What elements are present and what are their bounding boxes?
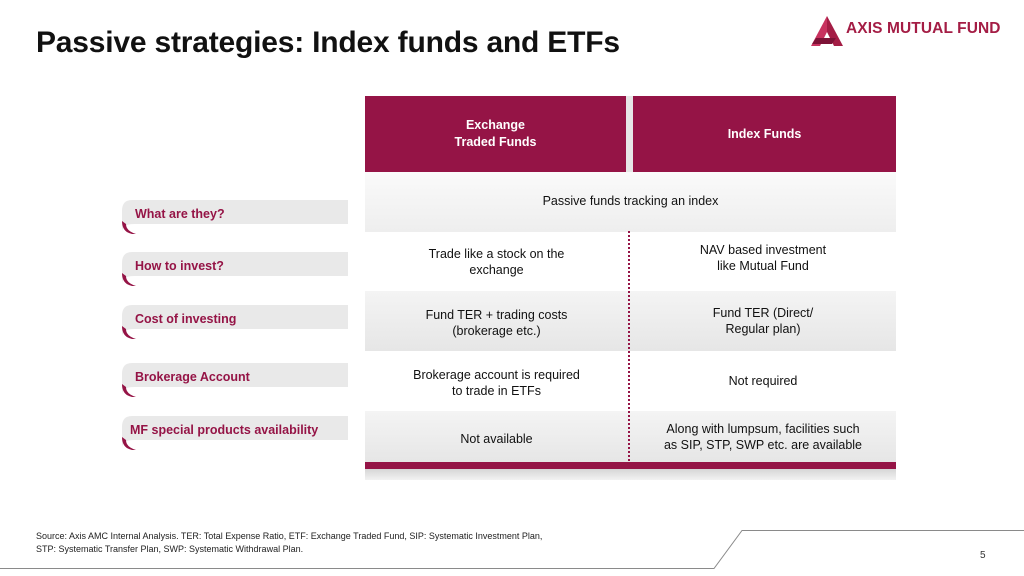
cell-line: Not required bbox=[728, 374, 798, 388]
comparison-table: Exchange Traded Funds Index Funds Passiv… bbox=[365, 96, 896, 480]
table-row-mf-special-products: Not available Along with lumpsum, facili… bbox=[365, 411, 896, 462]
table-bottom-shadow bbox=[365, 469, 896, 480]
page-number: 5 bbox=[980, 550, 986, 561]
row-label-text: What are they? bbox=[135, 207, 225, 221]
etf-cell: Fund TER + trading costs (brokerage etc.) bbox=[365, 291, 628, 351]
etf-cell: Brokerage account is required to trade in… bbox=[365, 351, 628, 411]
row-label-text: Cost of investing bbox=[135, 312, 237, 326]
footer-divider bbox=[0, 530, 1024, 569]
row-label-text: MF special products availability bbox=[130, 423, 319, 437]
cell-line: Regular plan) bbox=[725, 322, 801, 336]
header-etf-line1: Exchange bbox=[465, 118, 526, 132]
brand-logo: AXIS MUTUAL FUND bbox=[810, 14, 1010, 50]
axis-logo-icon bbox=[811, 16, 843, 46]
table-row-how-to-invest: Trade like a stock on the exchange NAV ba… bbox=[365, 232, 896, 291]
cell-line: Not available bbox=[460, 431, 533, 446]
cell-line: exchange bbox=[469, 262, 524, 277]
index-cell: Not required bbox=[630, 351, 896, 411]
index-cell: Along with lumpsum, facilities such as SI… bbox=[630, 411, 896, 462]
cell-line: to trade in ETFs bbox=[452, 384, 541, 398]
header-index-funds: Index Funds bbox=[633, 96, 896, 172]
header-etf: Exchange Traded Funds bbox=[365, 96, 626, 172]
merged-cell: Passive funds tracking an index bbox=[542, 194, 719, 208]
source-line: Source: Axis AMC Internal Analysis. TER:… bbox=[36, 531, 543, 541]
brand-name: AXIS MUTUAL FUND bbox=[846, 20, 1001, 37]
cell-line: as SIP, STP, SWP etc. are available bbox=[663, 437, 863, 452]
header-gap bbox=[626, 96, 633, 172]
cell-line: NAV based investment bbox=[699, 243, 827, 257]
row-label-brokerage-account: Brokerage Account bbox=[122, 362, 348, 397]
cell-line: Fund TER (Direct/ bbox=[712, 306, 814, 320]
row-label-what-are-they: What are they? bbox=[122, 199, 348, 234]
index-cell: NAV based investment like Mutual Fund bbox=[630, 232, 896, 291]
cell-line: Trade like a stock on the bbox=[428, 246, 565, 261]
source-line: STP: Systematic Transfer Plan, SWP: Syst… bbox=[36, 543, 304, 554]
cell-line: like Mutual Fund bbox=[717, 259, 809, 273]
row-label-how-to-invest: How to invest? bbox=[122, 251, 348, 286]
cell-line: (brokerage etc.) bbox=[452, 324, 541, 338]
row-label-cost-of-investing: Cost of investing bbox=[122, 304, 348, 339]
index-cell: Fund TER (Direct/Regular plan) bbox=[630, 291, 896, 351]
page-title: Passive strategies: Index funds and ETFs bbox=[36, 26, 620, 59]
table-row-what-are-they: Passive funds tracking an index bbox=[365, 172, 896, 232]
table-bottom-bar bbox=[365, 462, 896, 469]
cell-line: Brokerage account is required bbox=[413, 368, 580, 382]
row-label-text: Brokerage Account bbox=[135, 370, 250, 384]
header-etf-line2: Traded Funds bbox=[454, 135, 537, 149]
row-label-mf-special-products: MF special products availability bbox=[122, 415, 348, 450]
header-index-label: Index Funds bbox=[727, 126, 802, 141]
cell-line: Along with lumpsum, facilities such bbox=[666, 421, 860, 436]
etf-cell: Trade like a stock on the exchange bbox=[365, 232, 628, 291]
source-note: Source: Axis AMC Internal Analysis. TER:… bbox=[36, 530, 636, 555]
etf-cell: Not available bbox=[365, 411, 628, 462]
cell-line: Fund TER + trading costs bbox=[425, 308, 568, 322]
table-row-cost-of-investing: Fund TER + trading costs (brokerage etc.)… bbox=[365, 291, 896, 351]
column-divider bbox=[628, 231, 630, 469]
table-row-brokerage-account: Brokerage account is required to trade in… bbox=[365, 351, 896, 411]
row-label-text: How to invest? bbox=[135, 259, 224, 273]
